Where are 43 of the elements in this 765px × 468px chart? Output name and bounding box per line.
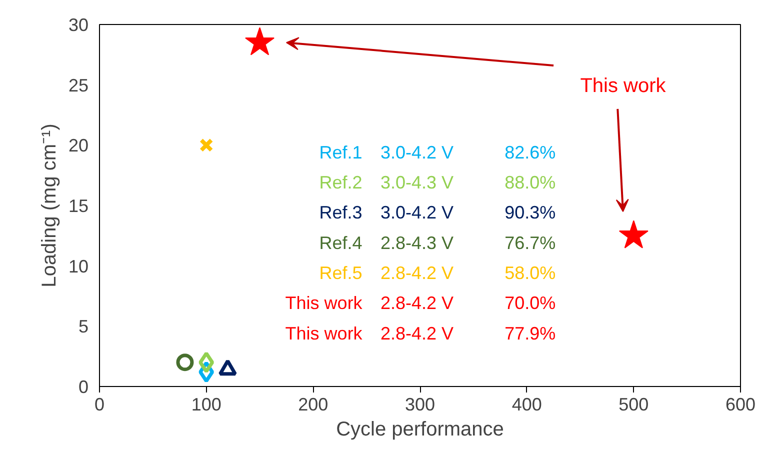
annotation: 58.0% [504,263,556,284]
text: This work [285,323,362,344]
annotation: 2.8-4.3 V [380,232,454,253]
y-tick-label: 25 [68,75,89,96]
text: Ref.5 [319,263,362,284]
x-tick-label: 400 [512,394,542,414]
annotation: 2.8-4.2 V [380,323,454,344]
annotation: 2.8-4.2 V [380,263,454,284]
y-tick-label: 30 [68,15,89,35]
annotation: This work [580,75,667,98]
annotation: 3.0-4.2 V [380,142,454,162]
x-tick-label: 600 [725,394,756,414]
text: Ref.1 [319,142,362,162]
text: This work [285,293,364,314]
y-tick-label: 15 [68,196,89,216]
y-tick-label: 20 [68,136,89,156]
y-tick-label: 5 [78,316,89,337]
x-tick-label: 500 [618,394,649,414]
point [199,138,214,152]
annotation: 3.0-4.3 V [380,172,454,193]
x-tick-label: 200 [298,394,328,414]
annotation: 70.0% [504,293,556,314]
annotation: 77.9% [504,323,556,344]
y-tick-label: 0 [78,377,89,397]
y-axis-title: Loading (mg cm⁻¹) [38,124,60,288]
point [618,220,648,248]
x-tick-label: 300 [404,394,436,414]
annotation: 82.6% [504,142,556,162]
point [176,354,194,372]
point [198,352,214,374]
x-axis-title: Cycle performance [336,418,504,440]
annotation: 88.0% [504,172,556,193]
y-tick-label: 10 [68,256,89,276]
annotation: 3.0-4.2 V [380,202,454,223]
annotation: 76.7% [504,232,556,253]
annotation: 2.8-4.2 V [380,293,454,314]
point [244,27,275,56]
text: Ref.3 [319,202,362,223]
x-tick-label: 0 [94,394,105,414]
x-tick-label: 100 [191,394,222,414]
text: Ref.2 [319,172,362,193]
annotation: 90.3% [504,202,556,223]
text: Ref.4 [319,232,362,253]
